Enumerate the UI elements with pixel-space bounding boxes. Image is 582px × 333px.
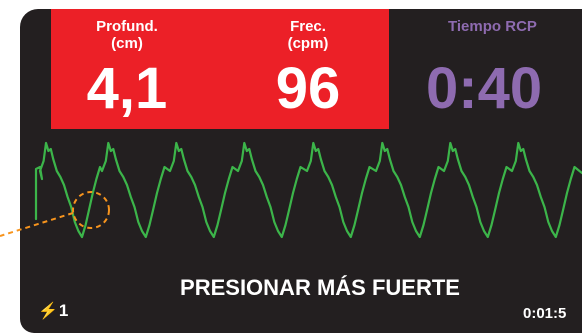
cpr-prompt-message: PRESIONAR MÁS FUERTE — [180, 275, 460, 300]
rate-value: 96 — [275, 56, 341, 121]
cpr-time-value: 0:40 — [426, 56, 543, 121]
shock-counter: ⚡1 — [38, 301, 68, 321]
monitor-screen: Profund. (cm) 4,1 Frec. (cpm) 96 Tiempo … — [20, 9, 582, 333]
shock-count-value: 1 — [58, 301, 69, 320]
cpr-time-label: Tiempo RCP — [448, 18, 537, 35]
elapsed-time: 0:01:5 — [523, 305, 567, 322]
depth-label: Profund. (cm) — [96, 18, 158, 52]
depth-value: 4,1 — [86, 56, 168, 121]
compression-waveform-line — [34, 141, 582, 239]
rate-label: Frec. (cpm) — [287, 18, 329, 52]
compression-waveform — [34, 141, 582, 239]
cpr-metrics-panel — [51, 9, 389, 129]
lightning-bolt-icon: ⚡ — [38, 303, 58, 320]
